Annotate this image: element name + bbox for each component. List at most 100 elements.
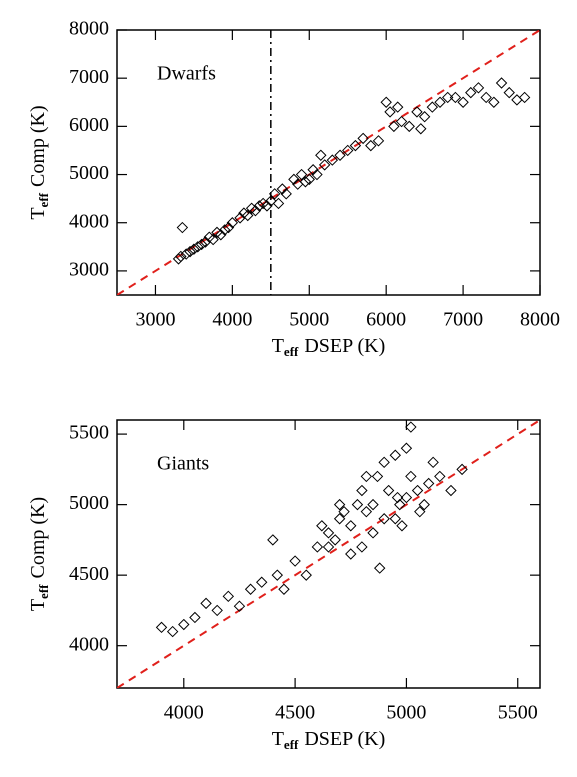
point (215, 229, 227, 241)
point (422, 477, 435, 490)
x-tick-label: 5500 (498, 702, 538, 724)
point (326, 154, 339, 166)
annotation: Dwarfs (157, 63, 216, 85)
point (334, 149, 346, 161)
point (315, 149, 327, 161)
y-tick-label: 7000 (69, 66, 109, 88)
point (184, 245, 196, 258)
point (418, 498, 430, 511)
point (222, 590, 235, 603)
x-tick-label: 3000 (135, 309, 175, 331)
point (442, 91, 454, 104)
point (175, 250, 187, 263)
x-tick-label: 4000 (164, 702, 204, 724)
point (256, 576, 268, 588)
point (288, 173, 300, 186)
point (280, 188, 292, 200)
point (271, 569, 284, 581)
point (316, 520, 328, 532)
x-tick-label: 4500 (275, 702, 315, 724)
point (427, 456, 439, 469)
point (356, 484, 368, 497)
y-axis-title-text: Comp (K) (27, 105, 49, 187)
point (333, 513, 346, 525)
point (357, 132, 369, 145)
point (400, 491, 413, 504)
point (333, 498, 346, 511)
x-tick-label: 5000 (289, 309, 329, 331)
point (244, 583, 257, 595)
y-tick-label: 4000 (69, 210, 109, 232)
point (445, 484, 457, 497)
x-axis-title: Teff DSEP (K) (272, 728, 386, 752)
point (267, 534, 279, 546)
point (188, 243, 200, 255)
y-tick-label: 3000 (69, 259, 109, 281)
y-axis-title: Teff Comp (K) (27, 105, 51, 219)
x-tick-label: 4000 (212, 309, 252, 331)
point (360, 470, 373, 483)
point (180, 248, 192, 260)
point (480, 91, 492, 104)
point (322, 541, 335, 553)
x-axis-title-subscript: eff (284, 737, 299, 752)
point (388, 120, 400, 133)
point (356, 541, 368, 553)
y-axis-title-symbol: T (27, 207, 49, 219)
point (338, 505, 350, 518)
plot-frame (116, 29, 541, 296)
y-axis-title: Teff Comp (K) (27, 497, 51, 611)
point (367, 498, 379, 511)
point (253, 200, 265, 212)
point (503, 86, 515, 99)
y-tick-label: 4000 (69, 633, 109, 655)
point (265, 195, 277, 207)
point (384, 106, 396, 118)
point (360, 505, 373, 518)
point (395, 115, 408, 128)
x-tick-label: 5000 (386, 702, 426, 724)
y-axis-title-symbol: T (27, 599, 49, 611)
y-tick-label: 4500 (69, 563, 109, 585)
y-tick-label: 6000 (69, 114, 109, 136)
plot-area (117, 420, 540, 688)
point (380, 96, 392, 108)
point (378, 456, 390, 469)
point (365, 139, 377, 152)
point (495, 77, 508, 89)
point (249, 204, 262, 217)
point (391, 491, 404, 504)
point (367, 527, 379, 539)
point (518, 91, 531, 104)
point (195, 238, 208, 251)
point (465, 86, 477, 99)
point (295, 168, 308, 181)
point (272, 197, 285, 210)
plot-frame (116, 419, 541, 689)
annotation: Giants (157, 453, 209, 475)
point (403, 120, 415, 133)
point (389, 513, 401, 525)
x-axis-title-text: DSEP (K) (304, 335, 385, 357)
point (218, 224, 231, 236)
point (396, 520, 408, 532)
point (345, 520, 357, 532)
point (322, 527, 335, 539)
x-axis-title-symbol: T (272, 728, 284, 750)
x-tick-label: 6000 (366, 309, 406, 331)
point (278, 583, 290, 595)
point (200, 597, 212, 610)
point (211, 604, 223, 617)
point (303, 173, 315, 186)
point (233, 600, 246, 612)
point (311, 541, 324, 553)
point (349, 139, 362, 152)
point (176, 221, 189, 234)
point (414, 505, 426, 518)
point (299, 176, 312, 188)
point (389, 449, 401, 461)
point (311, 168, 323, 181)
point (382, 484, 395, 497)
point (289, 555, 301, 567)
point (426, 101, 439, 113)
